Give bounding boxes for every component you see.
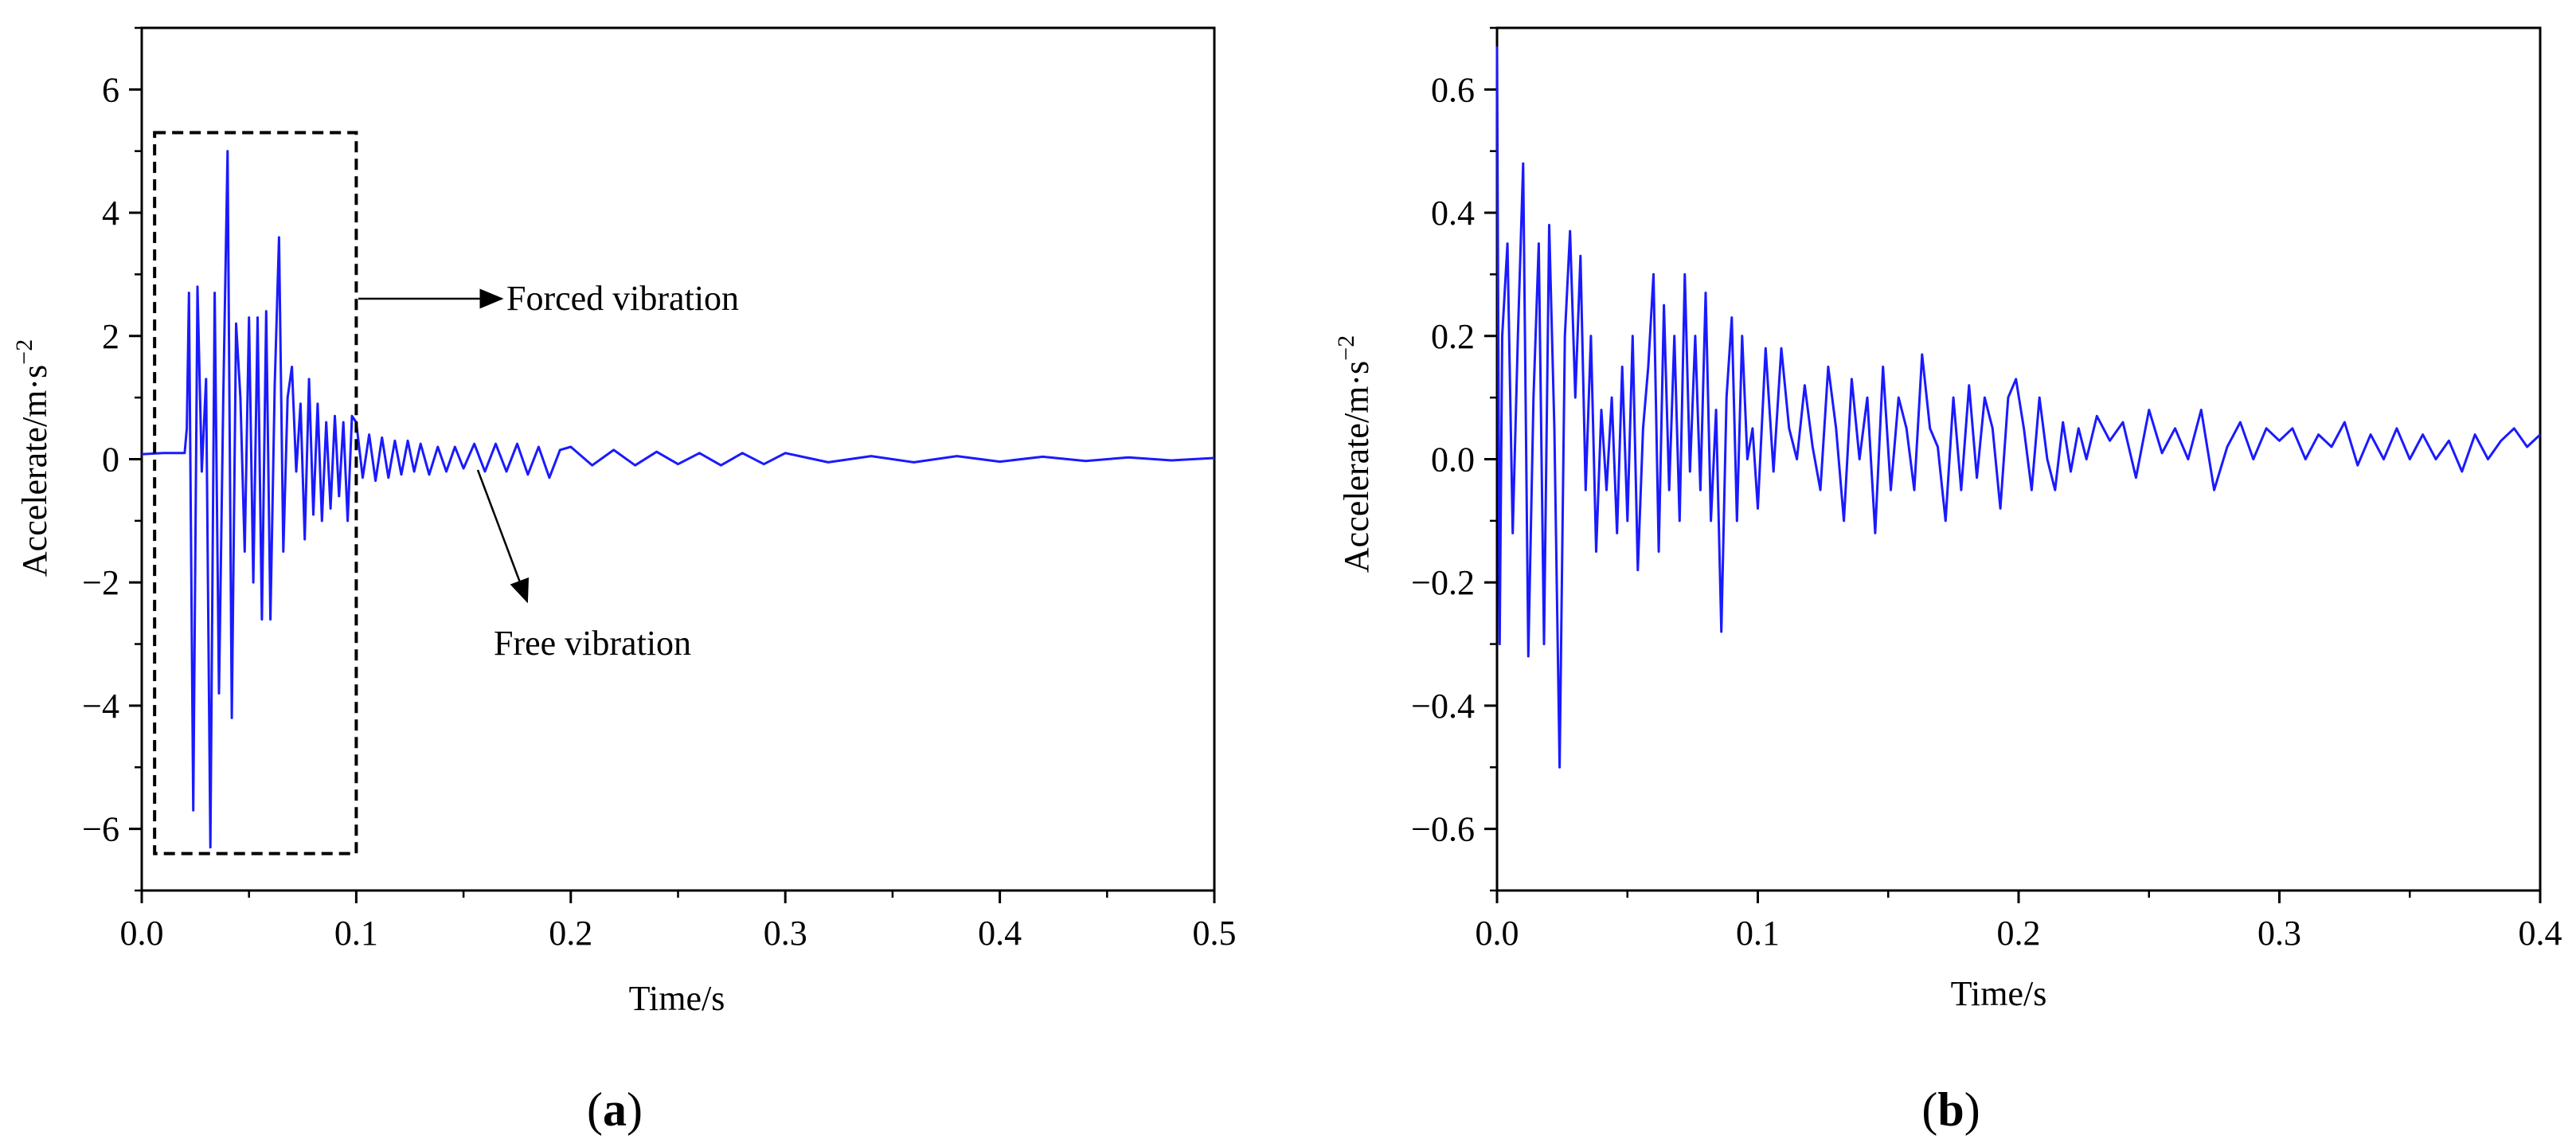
x-tick-label: 0.1 bbox=[1736, 914, 1780, 953]
x-tick-label: 0.0 bbox=[120, 914, 164, 953]
x-tick-label: 0.1 bbox=[334, 914, 378, 953]
x-tick-label: 0.5 bbox=[1193, 914, 1237, 953]
y-tick-label: −6 bbox=[82, 810, 119, 849]
y-tick-label: 0.4 bbox=[1431, 194, 1475, 233]
x-tick-label: 0.2 bbox=[1997, 914, 2041, 953]
x-tick-label: 0.4 bbox=[978, 914, 1022, 953]
y-tick-label: −0.2 bbox=[1411, 563, 1475, 602]
y-tick-label: 6 bbox=[102, 70, 119, 109]
chart-a-annotations: Forced vibration Free vibration bbox=[153, 131, 739, 855]
y-tick-label: 4 bbox=[102, 194, 119, 233]
chart-a-series bbox=[141, 150, 1215, 849]
free-vibration-label: Free vibration bbox=[494, 624, 691, 663]
chart-b-y-axis-title: Accelerate/m·s−2 bbox=[1333, 335, 1376, 573]
y-tick-label: 0.2 bbox=[1431, 317, 1475, 356]
panel-label-b: (b) bbox=[1921, 1083, 1980, 1136]
acceleration-series-line bbox=[141, 150, 1215, 849]
x-tick-label: 0.4 bbox=[2519, 914, 2562, 953]
chart-b-series bbox=[1495, 46, 2542, 769]
chart-b-ticks: 0.0 0.1 0.2 0.3 0.4 −0.6 −0.4 −0.2 0.0 0.2 0.4 0.6 bbox=[1411, 26, 2562, 953]
y-tick-label: 0.6 bbox=[1431, 70, 1475, 109]
chart-b-x-axis-title: Time/s bbox=[1951, 974, 2047, 1013]
forced-vibration-label: Forced vibration bbox=[506, 279, 739, 318]
chart-a-x-axis-title: Time/s bbox=[629, 979, 725, 1018]
y-tick-label: −2 bbox=[82, 563, 119, 602]
forced-vibration-box bbox=[153, 131, 358, 855]
x-tick-label: 0.3 bbox=[764, 914, 807, 953]
chart-a-ticks: 0.0 0.1 0.2 0.3 0.4 0.5 −6 −4 −2 0 2 4 6 bbox=[82, 26, 1237, 953]
x-tick-label: 0.3 bbox=[2257, 914, 2301, 953]
panel-label-a: (a) bbox=[587, 1083, 643, 1136]
y-tick-label: 0 bbox=[102, 440, 119, 480]
y-tick-label: −0.4 bbox=[1411, 687, 1475, 726]
y-tick-label: −4 bbox=[82, 687, 119, 726]
y-tick-label: 2 bbox=[102, 317, 119, 356]
y-tick-label: −0.6 bbox=[1411, 810, 1475, 849]
x-tick-label: 0.2 bbox=[549, 914, 592, 953]
chart-a-y-axis-title: Accelerate/m·s−2 bbox=[11, 339, 54, 577]
chart-panel-a: 0.0 0.1 0.2 0.3 0.4 0.5 −6 −4 −2 0 2 4 6 Forced vibr… bbox=[11, 26, 1237, 1136]
chart-panel-b: 0.0 0.1 0.2 0.3 0.4−0.6−0.4−0.20.00.20.40.6 … bbox=[1333, 26, 2562, 1136]
x-tick-label: 0.0 bbox=[1476, 914, 1519, 953]
acceleration-series-line bbox=[1495, 46, 2542, 769]
y-tick-label: 0.0 bbox=[1431, 440, 1475, 480]
free-vibration-arrow bbox=[476, 469, 530, 604]
